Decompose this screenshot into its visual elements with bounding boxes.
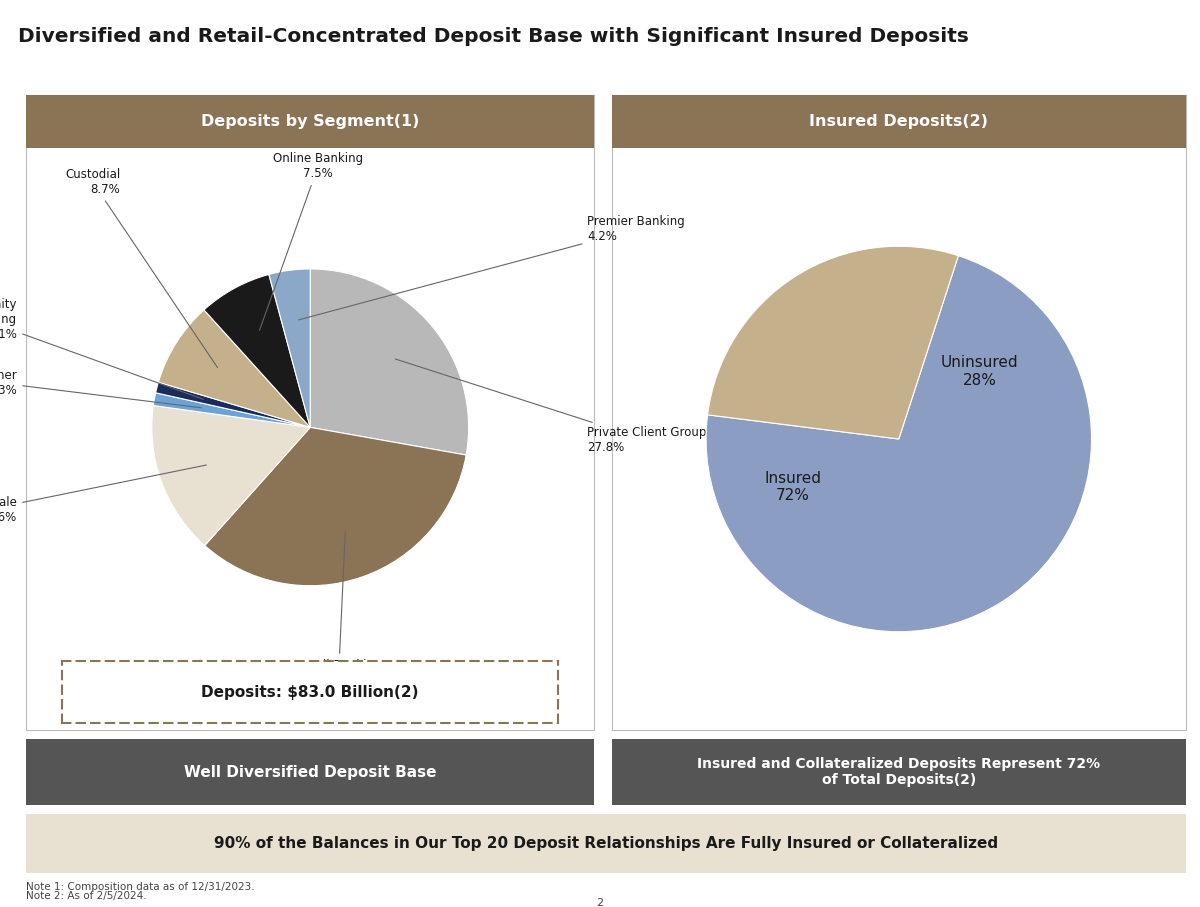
Text: Deposits: $83.0 Billion(2): Deposits: $83.0 Billion(2): [202, 685, 419, 699]
Text: Retail Banking
33.8%: Retail Banking 33.8%: [296, 532, 382, 687]
Wedge shape: [708, 247, 959, 439]
Text: Note 1: Composition data as of 12/31/2023.: Note 1: Composition data as of 12/31/202…: [26, 882, 256, 892]
Text: Other
1.3%: Other 1.3%: [0, 369, 202, 408]
Text: Wholesale
15.6%: Wholesale 15.6%: [0, 465, 206, 523]
Wedge shape: [706, 256, 1092, 631]
Text: 90% of the Balances in Our Top 20 Deposit Relationships Are Fully Insured or Col: 90% of the Balances in Our Top 20 Deposi…: [214, 835, 998, 851]
Text: Deposits by Segment(1): Deposits by Segment(1): [202, 114, 419, 129]
Text: Community
Banking
1.1%: Community Banking 1.1%: [0, 298, 203, 399]
Text: Uninsured
28%: Uninsured 28%: [941, 356, 1019, 387]
Text: Insured
72%: Insured 72%: [764, 471, 821, 503]
Wedge shape: [156, 382, 310, 427]
Text: Note 2: As of 2/5/2024.: Note 2: As of 2/5/2024.: [26, 891, 148, 901]
Text: Insured Deposits(2): Insured Deposits(2): [809, 114, 989, 129]
Wedge shape: [269, 269, 311, 427]
Wedge shape: [310, 269, 468, 455]
Wedge shape: [204, 275, 310, 427]
Text: Premier Banking
4.2%: Premier Banking 4.2%: [299, 215, 685, 320]
Wedge shape: [158, 310, 310, 427]
Text: Online Banking
7.5%: Online Banking 7.5%: [259, 152, 364, 330]
Text: Custodial
8.7%: Custodial 8.7%: [65, 168, 217, 367]
Text: Well Diversified Deposit Base: Well Diversified Deposit Base: [184, 765, 437, 780]
Wedge shape: [205, 427, 466, 586]
Text: Diversified and Retail-Concentrated Deposit Base with Significant Insured Deposi: Diversified and Retail-Concentrated Depo…: [18, 27, 968, 46]
Text: Insured and Collateralized Deposits Represent 72%
of Total Deposits(2): Insured and Collateralized Deposits Repr…: [697, 757, 1100, 787]
Wedge shape: [154, 393, 310, 427]
Wedge shape: [152, 405, 310, 545]
Text: Private Client Group
27.8%: Private Client Group 27.8%: [395, 359, 707, 454]
Text: 2: 2: [596, 898, 604, 907]
